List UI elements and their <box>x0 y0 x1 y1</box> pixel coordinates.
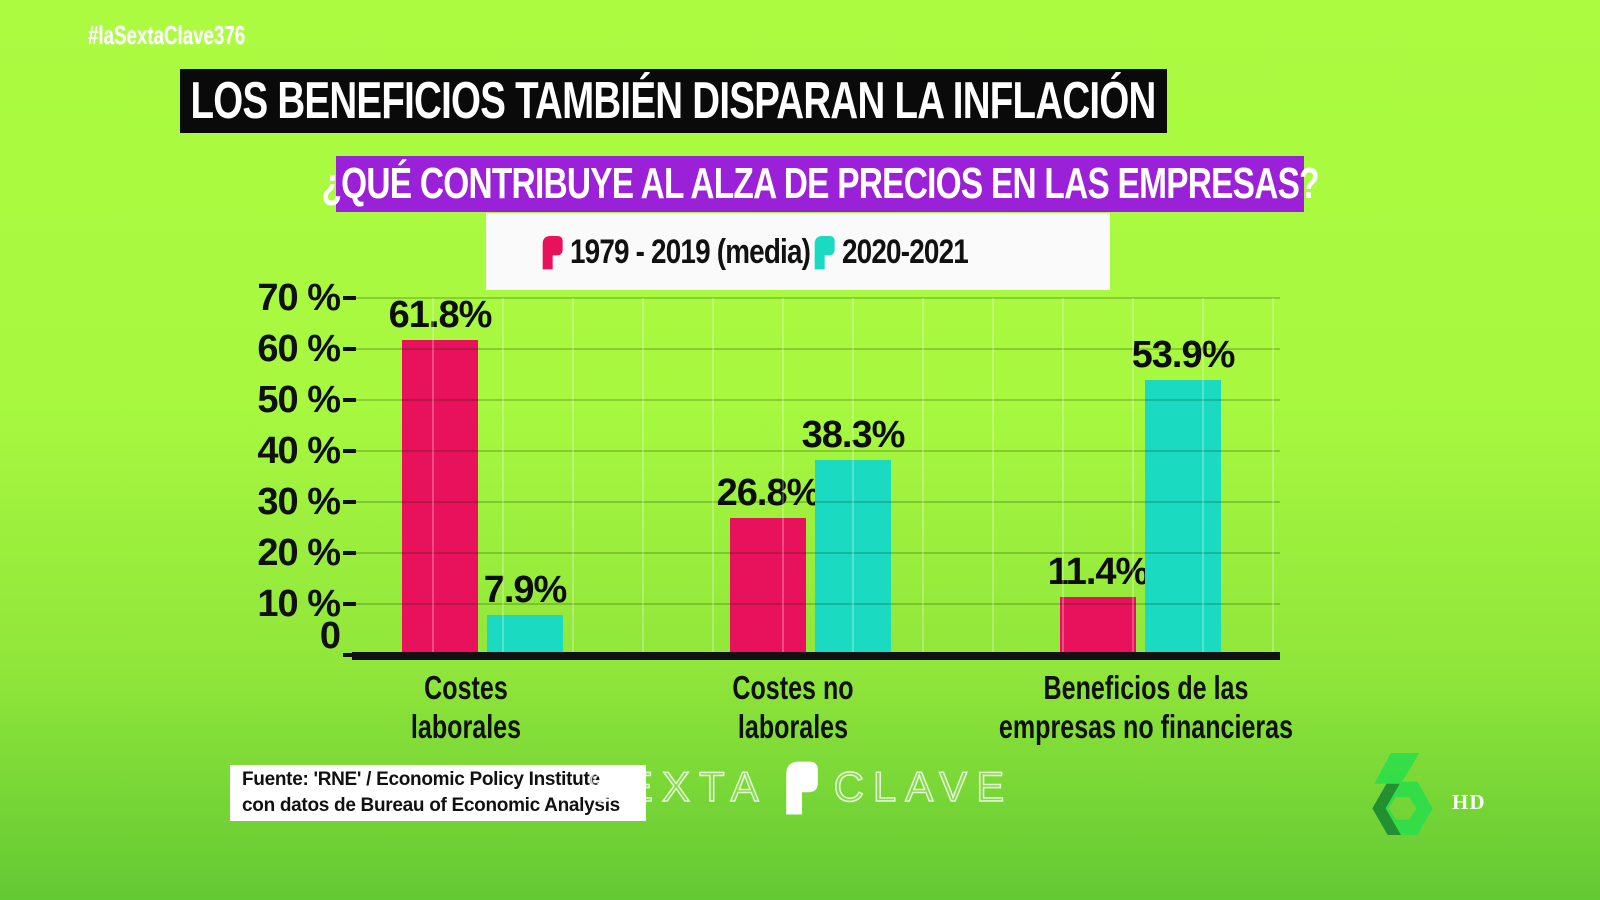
grid-line-vertical <box>642 298 644 655</box>
y-tick-label: 20 % <box>257 532 341 574</box>
y-tick-label: 0 <box>319 615 341 657</box>
grid-line-vertical <box>782 298 784 655</box>
y-tick-mark <box>343 653 356 657</box>
bar-cyan-group2 <box>815 460 891 655</box>
y-tick-label: 50 % <box>257 379 341 421</box>
grid-line-horizontal <box>355 348 1280 350</box>
legend-label: 2020-2021 <box>842 232 969 271</box>
grid-line-vertical <box>1132 298 1134 655</box>
watermark-word-sexta: SEXTA <box>587 762 768 811</box>
grid-line-vertical <box>852 298 854 655</box>
bar-value-label: 7.9% <box>483 569 568 611</box>
y-tick-mark <box>343 296 356 300</box>
grid-line-vertical <box>712 298 714 655</box>
bar-value-label: 53.9% <box>1131 334 1236 376</box>
y-tick-mark <box>343 398 356 402</box>
grid-line-horizontal <box>355 501 1280 503</box>
grid-line-horizontal <box>355 297 1280 299</box>
y-tick-mark <box>343 500 356 504</box>
y-tick-label: 30 % <box>257 481 341 523</box>
y-tick-mark <box>343 347 356 351</box>
bar-pink-group2 <box>730 518 806 655</box>
y-tick-label: 40 % <box>257 430 341 472</box>
category-label-line: laborales <box>737 708 849 745</box>
legend-label: 1979 - 2019 (media) <box>570 232 811 271</box>
y-tick-mark <box>343 602 356 606</box>
grid-line-horizontal <box>355 450 1280 452</box>
source-line-2: con datos de Bureau of Economic Analysis <box>242 795 620 816</box>
lasexta-channel-logo-icon <box>1372 753 1433 835</box>
watermark-word-clave: CLAVE <box>833 762 1014 811</box>
grid-line-vertical <box>922 298 924 655</box>
grid-line-vertical <box>1272 298 1274 655</box>
grid-line-vertical <box>992 298 994 655</box>
y-tick-label: 10 % <box>257 583 341 625</box>
category-label: Costes laborales <box>291 668 641 746</box>
hd-badge: HD <box>1452 790 1486 814</box>
grid-line-horizontal <box>355 399 1280 401</box>
category-label-line: laborales <box>410 708 522 745</box>
subtitle-banner: ¿QUÉ CONTRIBUYE AL ALZA DE PRECIOS EN LA… <box>321 156 1319 212</box>
x-axis-line <box>352 652 1280 660</box>
legend-item-1979-2019: 1979 - 2019 (media) <box>540 223 863 281</box>
bar-pink-group1 <box>402 340 478 655</box>
source-line-1: Fuente: 'RNE' / Economic Policy Institut… <box>242 769 600 790</box>
quote-mark-icon <box>542 236 563 270</box>
y-tick-mark <box>343 449 356 453</box>
chart-legend: 1979 - 2019 (media) 2020-2021 <box>486 213 1110 290</box>
category-label-line: empresas no financieras <box>998 708 1294 745</box>
bar-cyan-group3 <box>1145 380 1221 655</box>
grid-line-vertical <box>502 298 504 655</box>
bar-pink-group3 <box>1060 597 1136 655</box>
y-tick-mark <box>343 551 356 555</box>
sexta-clave-watermark: SEXTA CLAVE <box>587 752 1014 822</box>
chart-question-title: ¿QUÉ CONTRIBUYE AL ALZA DE PRECIOS EN LA… <box>321 159 1319 208</box>
grid-line-horizontal <box>355 552 1280 554</box>
title-banner: LOS BENEFICIOS TAMBIÉN DISPARAN LA INFLA… <box>180 69 1167 133</box>
category-label: Costes no laborales <box>618 668 968 746</box>
bar-value-label: 38.3% <box>801 414 906 456</box>
quote-mark-icon <box>785 761 818 815</box>
hashtag: #laSextaClave376 <box>88 20 246 50</box>
grid-line-vertical <box>432 298 434 655</box>
grid-line-horizontal <box>355 603 1280 605</box>
grid-line-vertical <box>572 298 574 655</box>
category-label: Beneficios de las empresas no financieras <box>971 668 1321 746</box>
y-tick-label: 70 % <box>257 277 341 319</box>
y-tick-label: 60 % <box>257 328 341 370</box>
bar-value-label: 61.8% <box>388 294 493 336</box>
category-label-line: Beneficios de las <box>1043 669 1249 706</box>
category-label-line: Costes <box>424 669 508 706</box>
bar-value-label: 26.8% <box>716 472 821 514</box>
source-attribution: Fuente: 'RNE' / Economic Policy Institut… <box>230 765 646 821</box>
bar-value-label: 11.4% <box>1047 551 1150 593</box>
grid-line-vertical <box>1062 298 1064 655</box>
category-label-line: Costes no <box>732 669 854 706</box>
bar-cyan-group1 <box>487 615 563 655</box>
quote-mark-icon <box>814 236 835 270</box>
grid-line-vertical <box>1202 298 1204 655</box>
legend-item-2020-2021: 2020-2021 <box>812 223 996 281</box>
page-title: LOS BENEFICIOS TAMBIÉN DISPARAN LA INFLA… <box>190 72 1157 130</box>
